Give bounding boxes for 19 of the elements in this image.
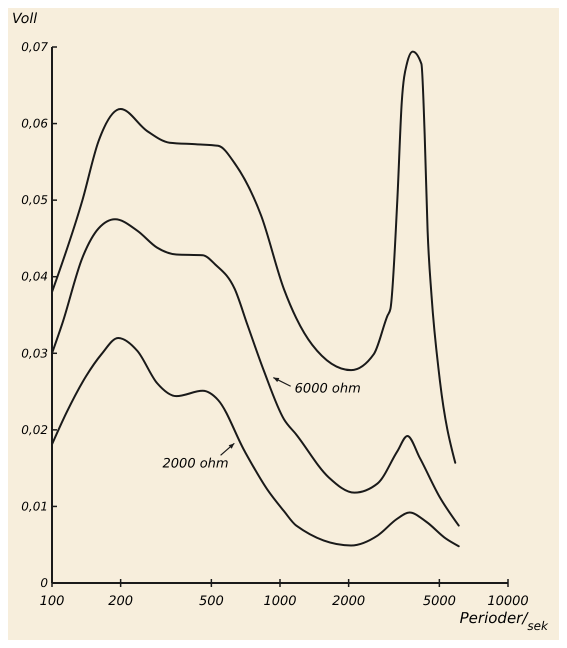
y-tick-label: 0 — [40, 576, 48, 590]
x-tick-label: 200 — [108, 594, 134, 609]
x-tick-label: 100 — [40, 594, 64, 609]
y-tick-label: 0,05 — [21, 193, 48, 208]
annotation: 2000 ohm — [162, 456, 229, 472]
y-tick-label: 0,04 — [21, 270, 48, 284]
y-tick-label: 0,06 — [21, 116, 48, 131]
x-tick-label: 1000 — [263, 594, 297, 609]
y-tick-label: 0,03 — [21, 346, 48, 360]
y-tick-label: 0,07 — [21, 40, 48, 54]
x-tick-label: 5000 — [422, 594, 456, 609]
y-tick-label: 0,02 — [21, 422, 48, 437]
x-tick-label: 2000 — [332, 594, 366, 609]
x-tick-label: 10000 — [487, 594, 529, 609]
y-axis-title: Voll — [12, 11, 38, 27]
x-tick-label: 500 — [198, 594, 224, 609]
y-tick-label: 0,01 — [21, 499, 48, 514]
annotation: 6000 ohm — [294, 381, 361, 396]
x-axis-title: Perioder/$_{sek}$ — [460, 609, 550, 633]
